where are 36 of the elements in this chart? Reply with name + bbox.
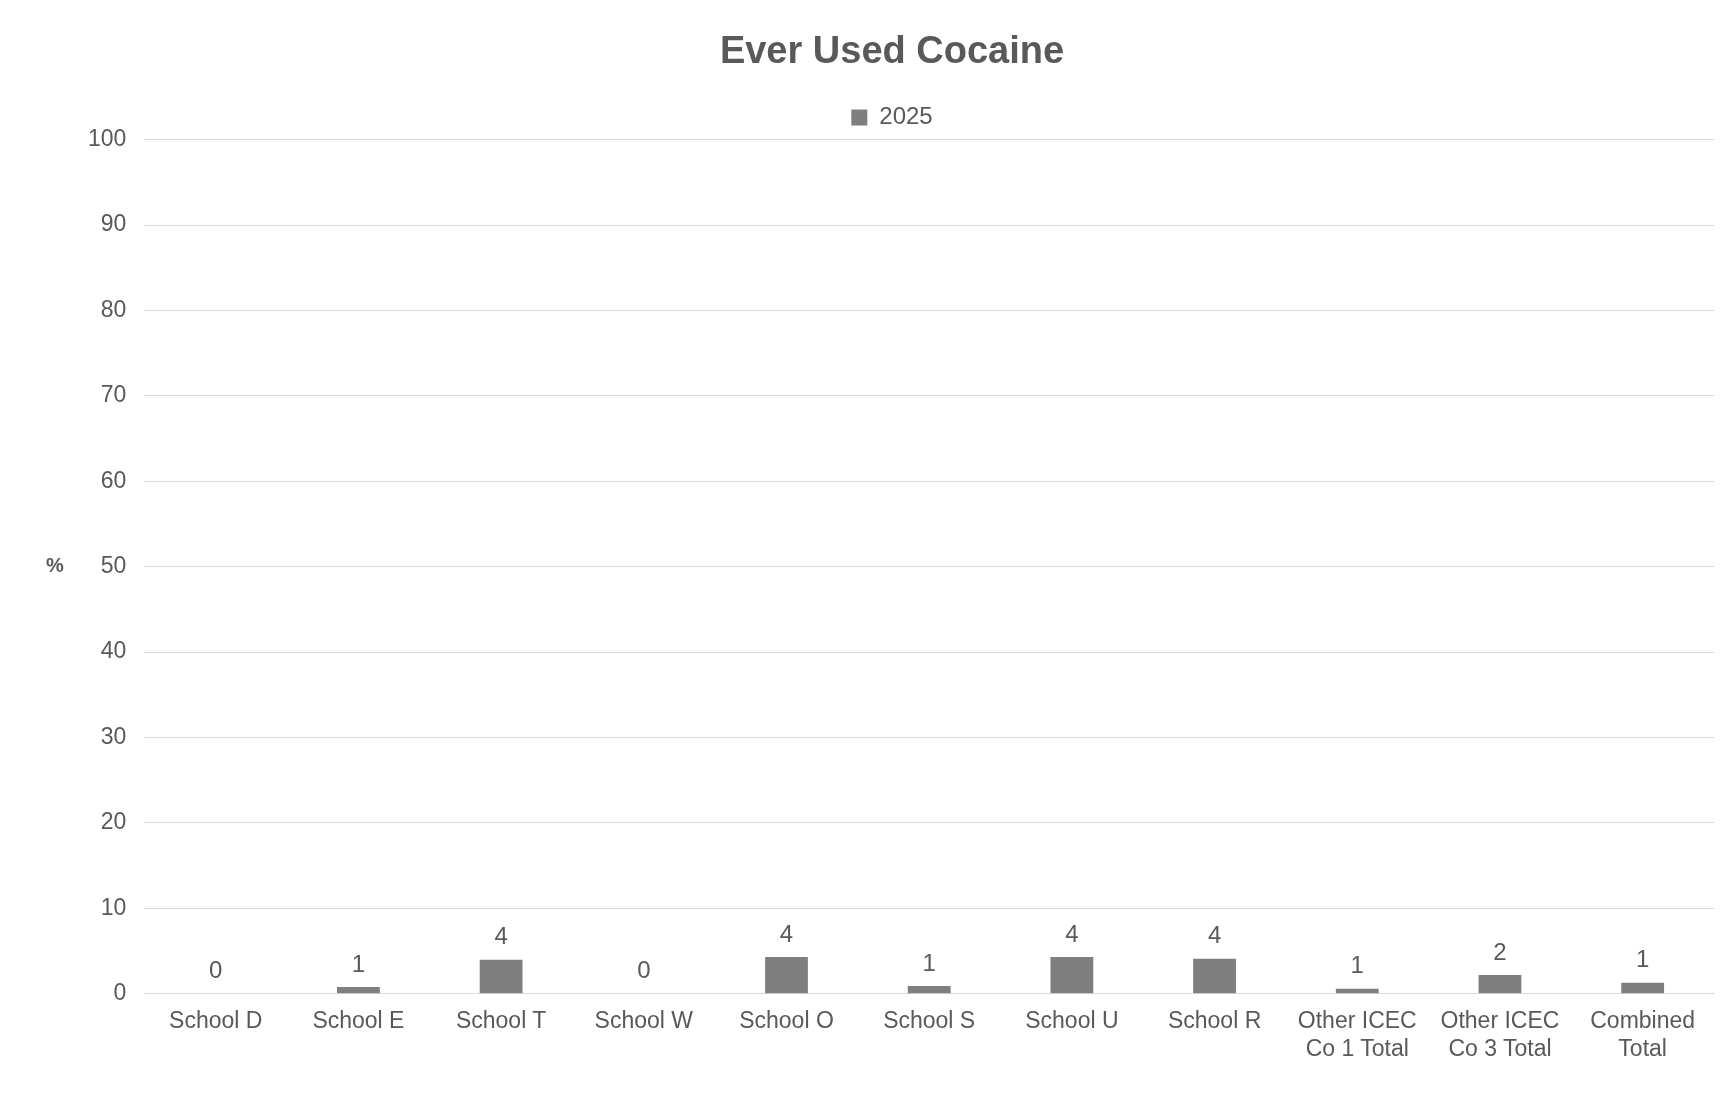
x-tick-label: Combined Total xyxy=(1590,1006,1696,1061)
data-label: 1 xyxy=(922,948,936,976)
y-tick-label: 50 xyxy=(100,552,127,579)
x-tick-label: School S xyxy=(883,1006,976,1033)
x-tick-label: School D xyxy=(169,1006,263,1033)
x-tick-label: School O xyxy=(739,1006,834,1033)
data-label: 4 xyxy=(1065,919,1079,947)
data-label: 4 xyxy=(494,922,508,950)
x-tick-label: School R xyxy=(1167,1006,1262,1033)
x-tick-label: School W xyxy=(594,1006,694,1033)
y-tick-label: 30 xyxy=(100,722,127,749)
y-tick-label: 90 xyxy=(100,210,127,237)
data-label: 0 xyxy=(637,956,651,984)
y-tick-label: 20 xyxy=(100,808,127,835)
y-tick-label: 10 xyxy=(100,893,127,920)
y-tick-label: 70 xyxy=(100,381,127,408)
data-label: 1 xyxy=(1350,951,1364,979)
data-label: 0 xyxy=(209,956,223,984)
x-tick-label: School U xyxy=(1025,1006,1119,1033)
x-tick-label: School E xyxy=(312,1006,405,1033)
data-label: 1 xyxy=(351,949,366,977)
y-tick-label: 40 xyxy=(100,637,127,664)
data-label: 2 xyxy=(1493,937,1507,965)
x-tick-label: Other ICEC Co 3 Total xyxy=(1440,1006,1560,1061)
data-label: 1 xyxy=(1635,945,1650,973)
legend-label: 2025 xyxy=(879,102,933,130)
y-tick-label: 100 xyxy=(88,124,127,151)
data-label: 4 xyxy=(1207,921,1222,949)
data-label: 4 xyxy=(779,919,794,947)
y-tick-label: 0 xyxy=(113,979,127,1006)
chart-title: Ever Used Cocaine xyxy=(719,29,1065,72)
y-tick-label: 80 xyxy=(100,295,127,322)
y-axis-title: % xyxy=(46,554,65,577)
y-tick-label: 60 xyxy=(100,466,127,493)
x-tick-label: School T xyxy=(455,1006,547,1033)
x-tick-label: Other ICEC Co 1 Total xyxy=(1297,1006,1417,1061)
